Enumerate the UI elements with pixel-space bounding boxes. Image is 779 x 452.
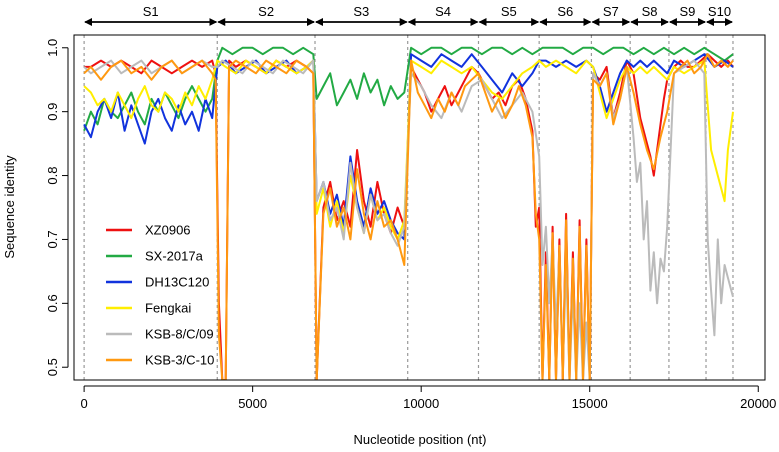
x-tick-label: 10000	[403, 396, 439, 411]
y-tick-label: 0.6	[45, 294, 60, 312]
y-tick-label: 0.8	[45, 167, 60, 185]
segment-label: S9	[680, 4, 696, 19]
legend-label: XZ0906	[145, 223, 191, 238]
legend-label: DH13C120	[145, 275, 209, 290]
x-tick-label: 15000	[572, 396, 608, 411]
series-lines	[83, 46, 734, 380]
plot-frame	[73, 34, 766, 381]
segment-bar: S1 S2 S3 S4 S5 S6 S7 S8 S9 S10	[84, 4, 733, 26]
legend-label: KSB-3/C-10	[145, 353, 214, 368]
y-tick-label: 0.5	[45, 358, 60, 376]
series-line	[83, 59, 734, 380]
x-tick-label: 5000	[238, 396, 267, 411]
segment-label: S10	[708, 4, 731, 19]
y-axis: 0.5 0.6 0.7 0.8 0.9 1.0	[45, 39, 69, 376]
segment-label: S2	[258, 4, 274, 19]
segment-label: S3	[353, 4, 369, 19]
x-axis-label: Nucleotide position (nt)	[354, 432, 487, 447]
series-line	[83, 46, 734, 132]
x-axis: 0 5000 10000 15000 20000	[80, 385, 776, 411]
segment-label: S7	[603, 4, 619, 19]
series-line	[83, 53, 734, 380]
legend-label: Fengkai	[145, 301, 191, 316]
legend-label: KSB-8/C/09	[145, 327, 214, 342]
segment-label: S5	[501, 4, 517, 19]
segment-label: S1	[143, 4, 159, 19]
segment-label: S8	[642, 4, 658, 19]
legend-label: SX-2017a	[145, 249, 204, 264]
legend: XZ0906 SX-2017a DH13C120 Fengkai KSB-8/C/09 K…	[106, 223, 214, 368]
y-tick-label: 0.7	[45, 230, 60, 248]
x-tick-label: 0	[80, 396, 87, 411]
y-axis-label: Sequence identity	[2, 155, 17, 259]
series-line	[83, 53, 734, 241]
x-tick-label: 20000	[740, 396, 776, 411]
segment-label: S4	[435, 4, 451, 19]
y-tick-label: 0.9	[45, 103, 60, 121]
y-tick-label: 1.0	[45, 39, 60, 57]
segment-label: S6	[557, 4, 573, 19]
series-line	[83, 59, 734, 241]
